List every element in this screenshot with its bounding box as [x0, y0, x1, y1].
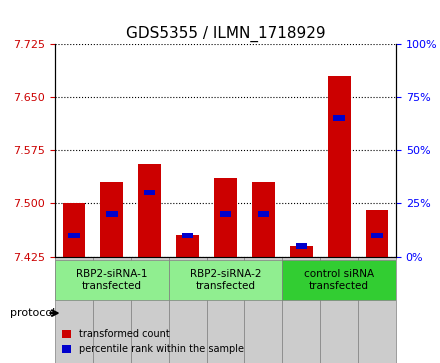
Title: GDS5355 / ILMN_1718929: GDS5355 / ILMN_1718929	[126, 26, 325, 42]
Bar	[106, 211, 117, 217]
Bar	[93, 257, 131, 363]
Bar	[358, 257, 396, 363]
FancyBboxPatch shape	[55, 260, 169, 300]
FancyBboxPatch shape	[282, 260, 396, 300]
Bar	[366, 211, 389, 257]
Bar	[328, 76, 351, 257]
Bar	[320, 257, 358, 363]
Bar	[206, 257, 245, 363]
Bar	[176, 235, 199, 257]
Bar	[220, 211, 231, 217]
Text: protocol: protocol	[10, 308, 55, 318]
Bar	[62, 203, 85, 257]
FancyBboxPatch shape	[169, 260, 282, 300]
Bar	[169, 257, 206, 363]
Bar	[290, 246, 313, 257]
Text: RBP2-siRNA-1
transfected: RBP2-siRNA-1 transfected	[76, 269, 147, 291]
Bar	[138, 164, 161, 257]
Bar	[282, 257, 320, 363]
Bar	[245, 257, 282, 363]
Text: RBP2-siRNA-2
transfected: RBP2-siRNA-2 transfected	[190, 269, 261, 291]
Bar	[131, 257, 169, 363]
Bar	[68, 233, 80, 238]
Bar	[55, 257, 93, 363]
Text: control siRNA
transfected: control siRNA transfected	[304, 269, 374, 291]
Bar	[100, 182, 123, 257]
Bar	[296, 243, 307, 249]
Bar	[371, 233, 383, 238]
Bar	[182, 233, 193, 238]
Bar	[258, 211, 269, 217]
Bar	[334, 115, 345, 121]
Bar	[214, 179, 237, 257]
Legend: transformed count, percentile rank within the sample: transformed count, percentile rank withi…	[58, 326, 248, 358]
Bar	[144, 190, 155, 195]
Bar	[252, 182, 275, 257]
